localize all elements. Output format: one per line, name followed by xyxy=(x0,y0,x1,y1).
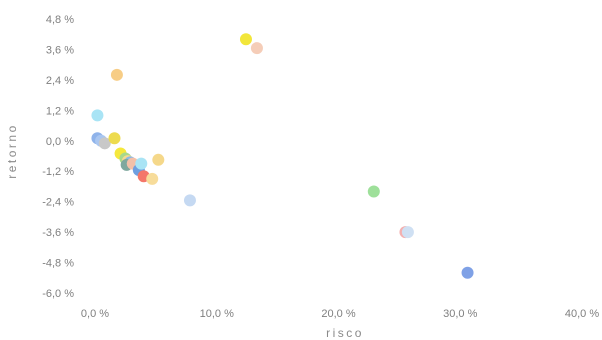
x-tick-label: 0,0 % xyxy=(81,308,109,320)
y-tick-label: -4,8 % xyxy=(42,258,74,270)
data-point xyxy=(135,157,148,170)
data-point xyxy=(146,172,159,185)
data-point xyxy=(183,194,196,207)
y-tick-label: 3,6 % xyxy=(46,44,74,56)
y-tick-label: -1,2 % xyxy=(42,166,74,178)
y-tick-label: -2,4 % xyxy=(42,197,74,209)
x-tick-label: 40,0 % xyxy=(565,308,599,320)
data-point xyxy=(110,68,123,81)
data-point xyxy=(401,226,414,239)
x-tick-label: 20,0 % xyxy=(321,308,355,320)
data-point xyxy=(250,42,263,55)
y-axis-ticks: 4,8 % 3,6 % 2,4 % 1,2 % 0,0 % -1,2 % -2,4 % -3,… xyxy=(42,14,74,300)
data-point xyxy=(108,132,121,145)
data-point xyxy=(152,153,165,166)
x-tick-label: 10,0 % xyxy=(200,308,234,320)
y-tick-label: -6,0 % xyxy=(42,288,74,300)
data-points xyxy=(91,33,474,279)
x-axis-title: risco xyxy=(326,326,364,340)
x-axis-ticks: 0,0 % 10,0 % 20,0 % 30,0 % 40,0 % xyxy=(81,308,599,320)
y-tick-label: 1,2 % xyxy=(46,105,74,117)
x-tick-label: 30,0 % xyxy=(443,308,477,320)
y-tick-label: -3,6 % xyxy=(42,227,74,239)
data-point xyxy=(461,266,474,279)
y-tick-label: 4,8 % xyxy=(46,14,74,26)
data-point xyxy=(91,109,104,122)
data-point xyxy=(239,33,252,46)
data-point xyxy=(367,185,380,198)
y-tick-label: 0,0 % xyxy=(46,136,74,148)
y-tick-label: 2,4 % xyxy=(46,75,74,87)
y-axis-title: retorno xyxy=(5,123,19,179)
data-point xyxy=(98,137,111,150)
